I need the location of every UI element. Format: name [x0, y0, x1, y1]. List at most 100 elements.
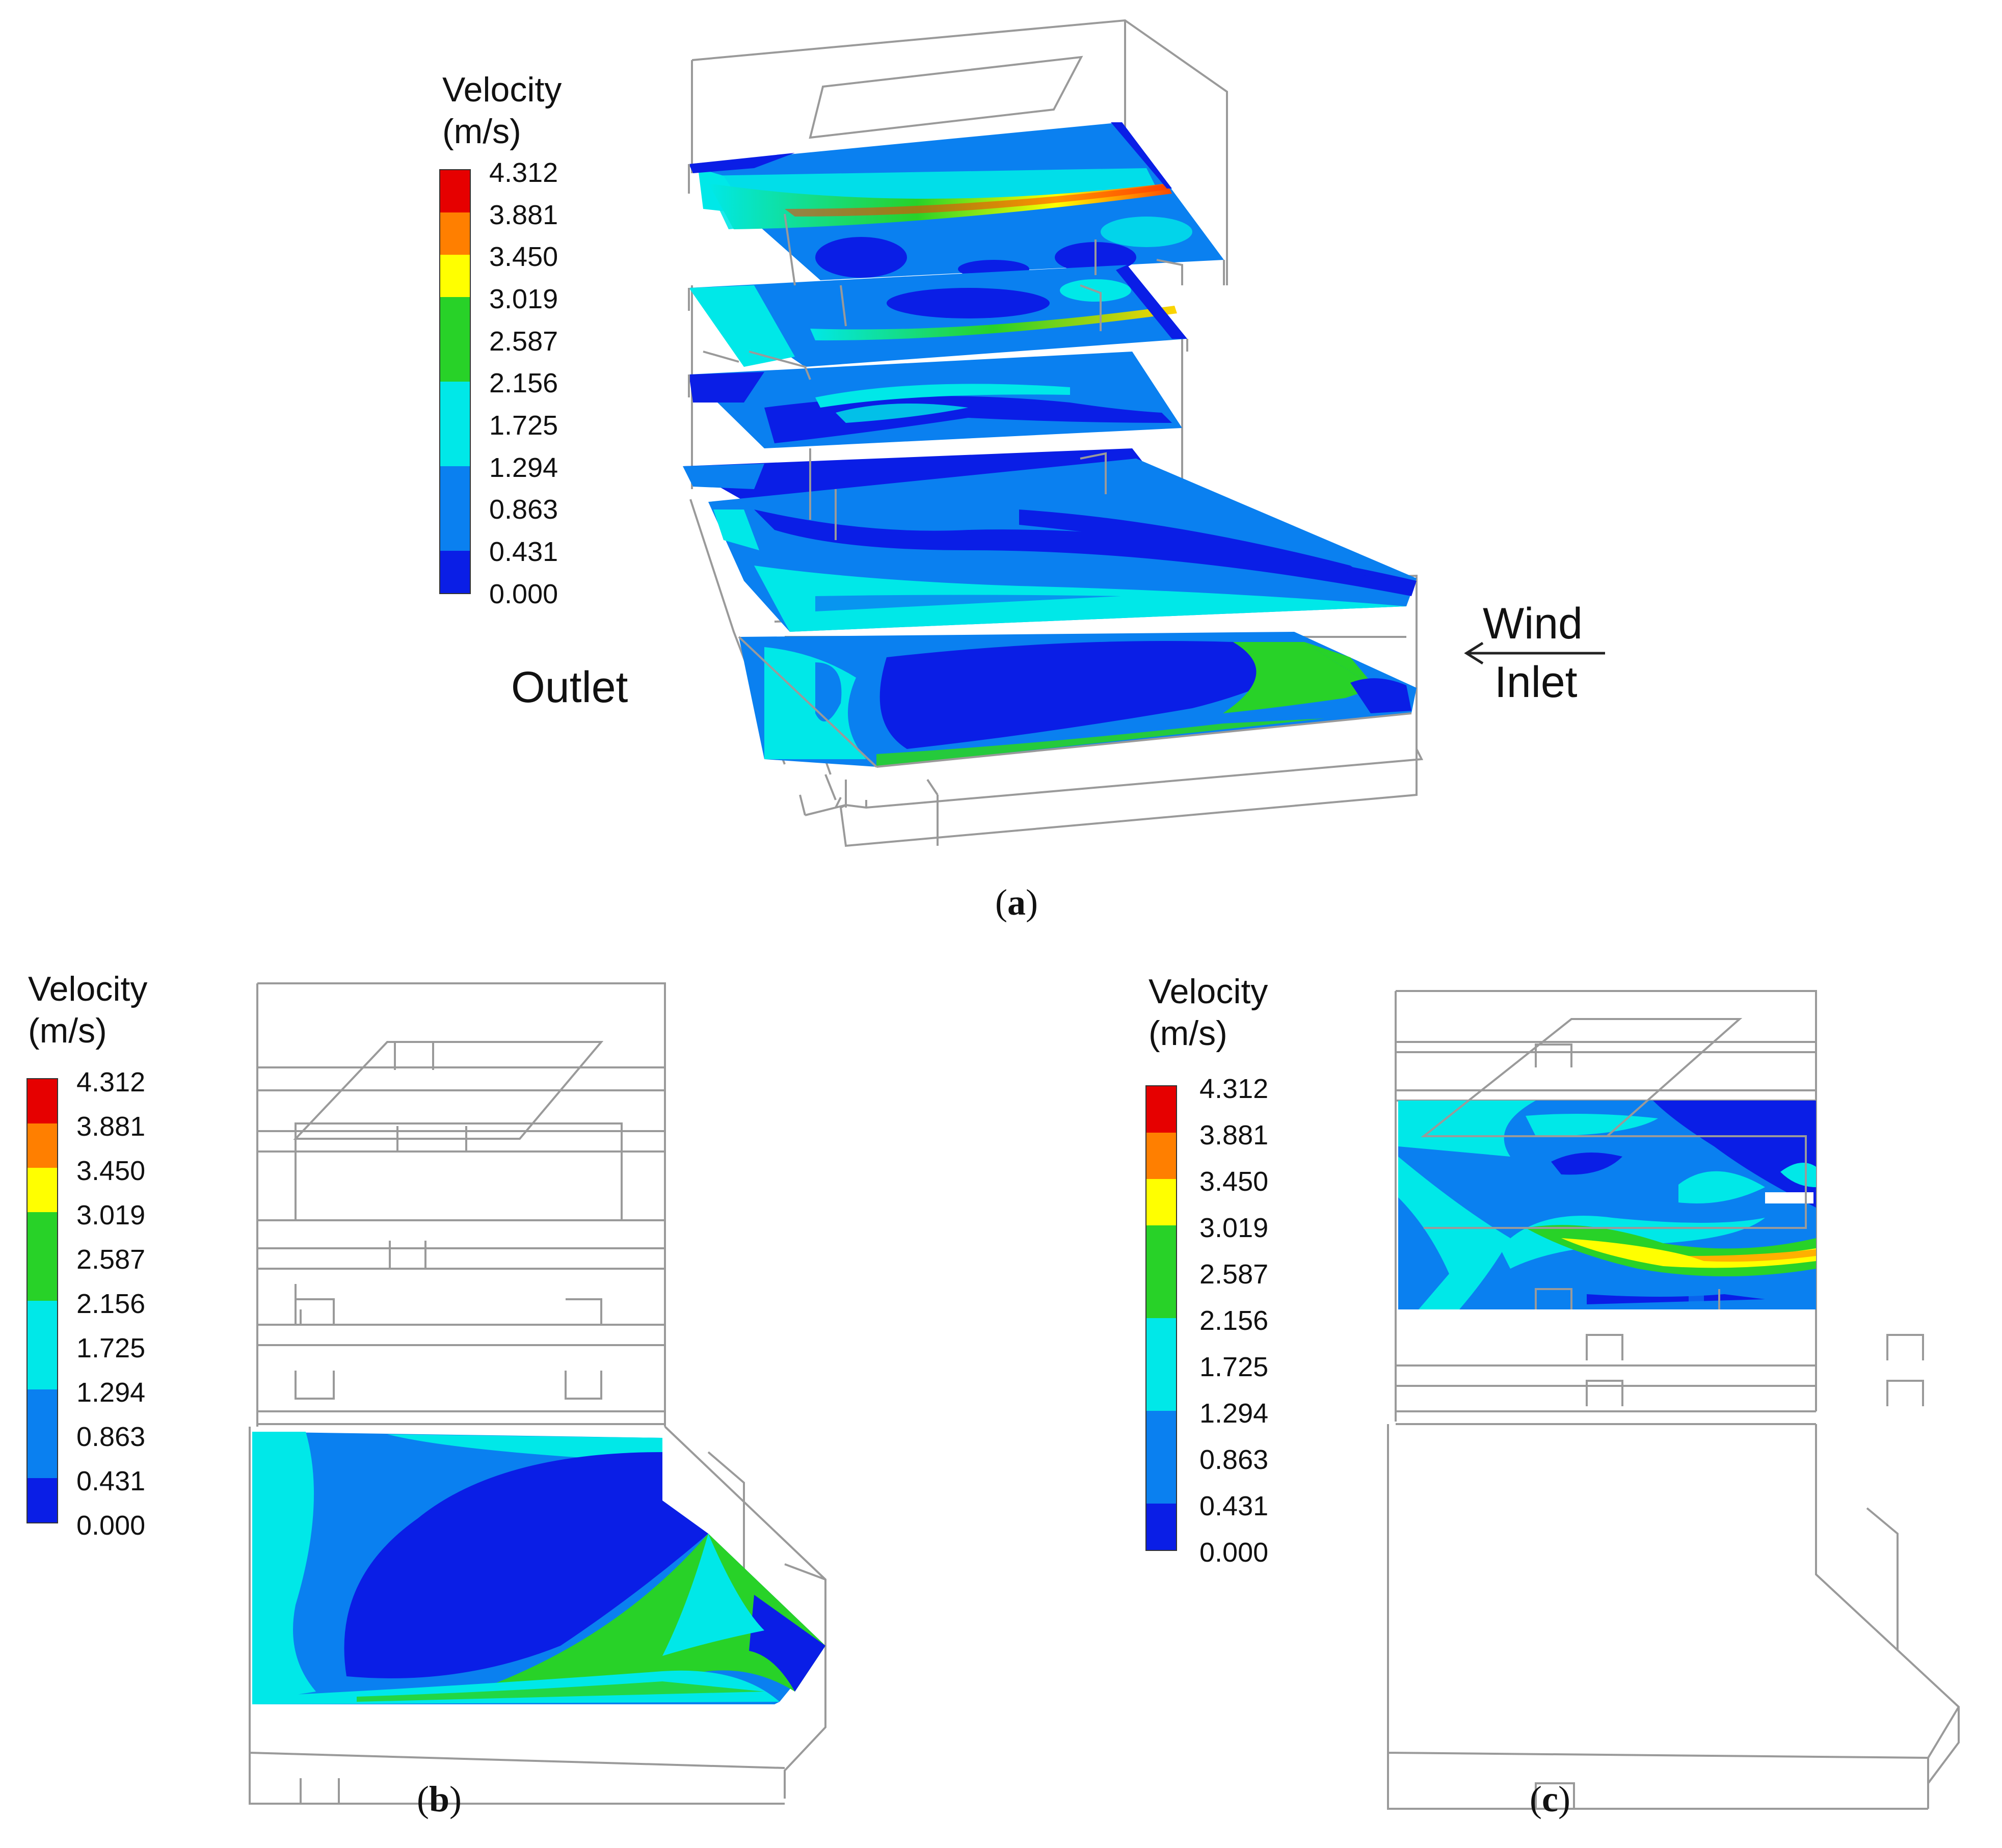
legend-a-title-line2: (m/s)	[442, 112, 521, 151]
legend-c-band-9	[1146, 1457, 1176, 1504]
inlet-label: Inlet	[1494, 658, 1578, 707]
legend-a-band-5	[440, 339, 470, 382]
legend-a-band-8	[440, 466, 470, 508]
legend-b-band-9	[28, 1434, 57, 1478]
legend-c-band-1	[1146, 1086, 1176, 1133]
legend-b-tick: 1.294	[76, 1377, 146, 1408]
plan-c-wireframe	[1387, 990, 1960, 1810]
caption-c-close: )	[1558, 1779, 1570, 1819]
plan-c-contours	[1398, 1018, 1816, 1309]
legend-a-title-line1: Velocity	[442, 70, 562, 109]
panel-b: Velocity (m/s) 4.312 3.881 3.450 3.019 2…	[0, 943, 1001, 1848]
legend-c-tick: 1.725	[1199, 1352, 1269, 1382]
caption-c-open: (	[1530, 1779, 1542, 1819]
legend-a-band-9	[440, 508, 470, 551]
legend-b-band-4	[28, 1212, 57, 1256]
legend-a-tick: 0.431	[489, 537, 558, 567]
legend-a-tick: 0.000	[489, 579, 558, 609]
caption-b: (b)	[417, 1778, 462, 1820]
caption-b-close: )	[449, 1779, 462, 1819]
legend-b-tick: 3.881	[76, 1111, 146, 1142]
interior-wireframe	[688, 164, 1412, 768]
legend-b-tick: 1.725	[76, 1333, 146, 1363]
plan-view-top-floor	[1387, 990, 1960, 1810]
caption-a-letter: a	[1007, 882, 1026, 923]
legend-b-title-line2: (m/s)	[28, 1011, 107, 1050]
legend-c-band-5	[1146, 1272, 1176, 1318]
legend-c-tick: 3.450	[1199, 1166, 1269, 1197]
legend-c-band-2	[1146, 1133, 1176, 1179]
legend-c-tick: 2.156	[1199, 1305, 1269, 1336]
legend-b-tick: 0.863	[76, 1422, 146, 1452]
legend-a-band-1	[440, 170, 470, 212]
legend-a-tick: 2.587	[489, 326, 558, 357]
slab-level-2	[689, 352, 1182, 448]
legend-c-tick: 0.863	[1199, 1444, 1269, 1475]
caption-a: (a)	[995, 881, 1038, 924]
legend-a-band-7	[440, 424, 470, 466]
legend-c-tick: 0.431	[1199, 1491, 1269, 1521]
legend-a-colorbar	[439, 169, 471, 594]
legend-a-tick: 1.294	[489, 452, 558, 483]
legend-b-band-10	[28, 1478, 57, 1522]
legend-c-tick: 1.294	[1199, 1398, 1269, 1429]
plan-b-contours	[252, 1432, 825, 1704]
legend-a-tick: 2.156	[489, 368, 558, 398]
slab-basement	[739, 632, 1417, 767]
outlet-label: Outlet	[511, 663, 628, 712]
wind-arrow	[1464, 641, 1605, 665]
panel-c: Velocity (m/s) 4.312 3.881 3.450 3.019 2…	[1001, 943, 2002, 1848]
slab-ground	[708, 459, 1417, 632]
legend-a-band-3	[440, 255, 470, 297]
legend-c-tick: 2.587	[1199, 1259, 1269, 1290]
wind-label: Wind	[1483, 599, 1583, 648]
legend-b-band-6	[28, 1301, 57, 1345]
legend-a-tick: 3.450	[489, 242, 558, 272]
legend-b-tick: 0.431	[76, 1466, 146, 1496]
caption-c-letter: c	[1541, 1779, 1558, 1819]
caption-b-letter: b	[429, 1779, 450, 1819]
legend-a-tick: 3.019	[489, 284, 558, 314]
legend-a-band-10	[440, 551, 470, 593]
legend-a-tick: 1.725	[489, 410, 558, 441]
legend-c-title-line2: (m/s)	[1149, 1014, 1227, 1053]
legend-c-band-6	[1146, 1318, 1176, 1364]
caption-a-open: (	[995, 882, 1007, 923]
legend-c-tick: 3.881	[1199, 1120, 1269, 1150]
legend-b-tick: 3.019	[76, 1200, 146, 1230]
legend-c-band-3	[1146, 1179, 1176, 1225]
legend-c-band-7	[1146, 1364, 1176, 1411]
legend-a-tick: 0.863	[489, 494, 558, 525]
legend-a-tick: 4.312	[489, 157, 558, 188]
legend-a-tick: 3.881	[489, 200, 558, 230]
legend-b-title-line1: Velocity	[28, 970, 148, 1008]
caption-c: (c)	[1530, 1778, 1570, 1820]
legend-b-tick: 0.000	[76, 1510, 146, 1541]
plan-b-wireframe	[249, 982, 826, 1805]
legend-b-tick: 2.156	[76, 1289, 146, 1319]
legend-c-tick: 3.019	[1199, 1213, 1269, 1243]
building-3d-velocity-contours	[683, 19, 1605, 847]
legend-b-band-8	[28, 1389, 57, 1434]
legend-c-band-4	[1146, 1225, 1176, 1272]
caption-b-open: (	[417, 1779, 429, 1819]
legend-b-band-1	[28, 1079, 57, 1123]
legend-a-band-2	[440, 212, 470, 255]
legend-b-tick: 4.312	[76, 1067, 146, 1097]
panel-a: Velocity (m/s) 4.312 3.881 3.450 3.019 2…	[439, 19, 1605, 924]
legend-b-tick: 3.450	[76, 1156, 146, 1186]
legend-b-band-2	[28, 1123, 57, 1168]
legend-c-band-10	[1146, 1504, 1176, 1550]
legend-c-band-8	[1146, 1411, 1176, 1457]
legend-b-colorbar	[26, 1078, 58, 1523]
slab-level-3	[689, 265, 1187, 367]
legend-c-tick: 0.000	[1199, 1537, 1269, 1568]
legend-a-band-4	[440, 297, 470, 339]
legend-b-band-7	[28, 1345, 57, 1389]
legend-b-band-5	[28, 1256, 57, 1301]
caption-a-close: )	[1025, 882, 1038, 923]
slab-level-4	[689, 122, 1224, 280]
legend-c-colorbar	[1145, 1085, 1177, 1551]
legend-b-band-3	[28, 1168, 57, 1212]
legend-b-tick: 2.587	[76, 1244, 146, 1275]
